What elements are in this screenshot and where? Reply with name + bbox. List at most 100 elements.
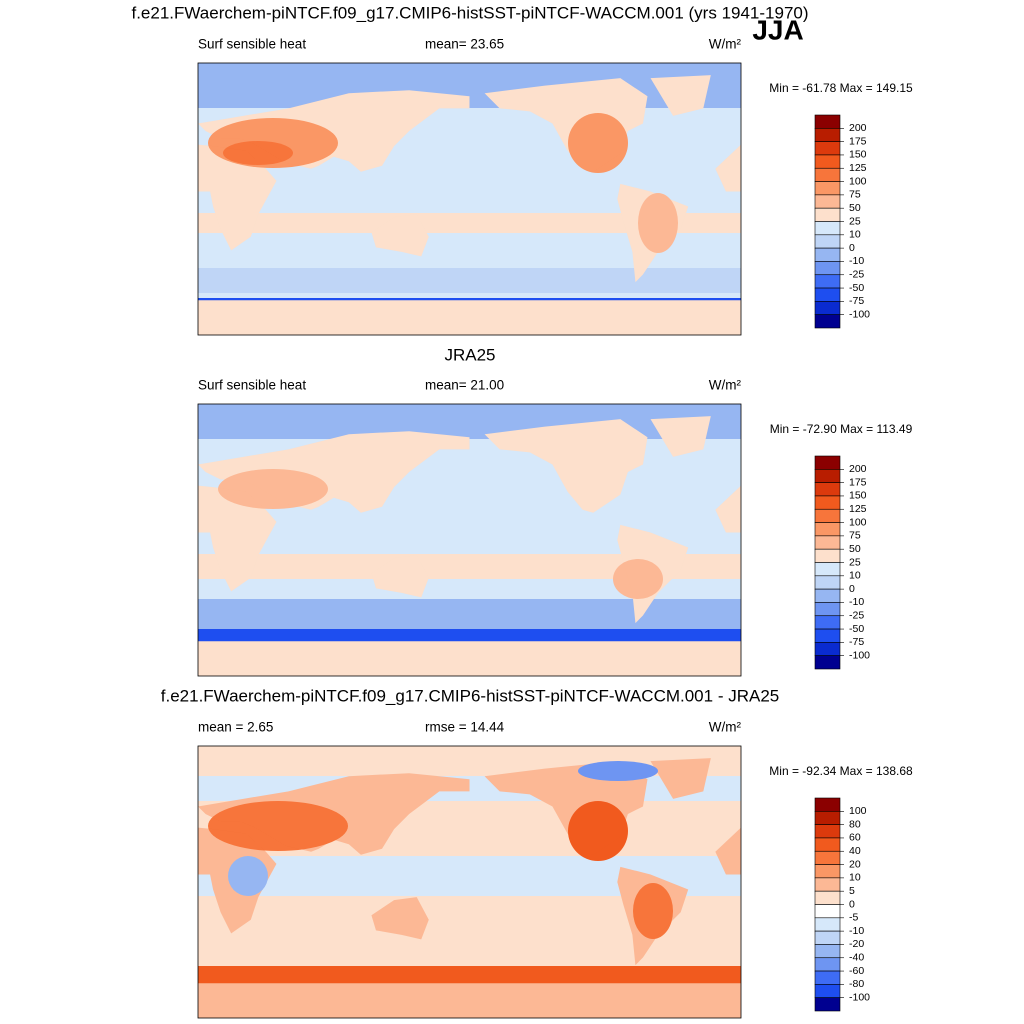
colorbar-label: -25: [849, 610, 864, 622]
colorbar-label: 5: [849, 885, 855, 897]
colorbar-label: -75: [849, 295, 864, 307]
colorbar-label: 75: [849, 189, 861, 201]
colorbar-label: -5: [849, 912, 858, 924]
colorbar-label: 100: [849, 175, 867, 187]
colorbar-label: -100: [849, 308, 870, 320]
colorbar-label: 100: [849, 516, 867, 528]
colorbar-label: 175: [849, 135, 867, 147]
colorbar-label: -75: [849, 636, 864, 648]
colorbar-label: -100: [849, 991, 870, 1003]
colorbar-label: -50: [849, 623, 864, 635]
colorbar-label: 150: [849, 149, 867, 161]
colorbar-box: [814, 247, 841, 262]
colorbar-box: [814, 890, 841, 905]
colorbar-label: 0: [849, 583, 855, 595]
panel-left-label: Surf sensible heat: [198, 37, 306, 52]
colorbar-box: [814, 930, 841, 945]
colorbar-box: [814, 944, 841, 959]
panel-title: f.e21.FWaerchem-piNTCF.f09_g17.CMIP6-his…: [161, 686, 779, 705]
colorbar-box: [814, 301, 841, 315]
colorbar-label: -60: [849, 965, 864, 977]
panel-left-label: mean = 2.65: [198, 720, 273, 735]
colorbar-label: 60: [849, 832, 861, 844]
colorbar-label: 25: [849, 215, 861, 227]
colorbar-box: [814, 522, 841, 537]
colorbar-label: 20: [849, 858, 861, 870]
colorbar-box: [814, 864, 841, 879]
colorbar-box: [814, 984, 841, 998]
colorbar-box: [814, 495, 841, 510]
colorbar-box: [814, 508, 841, 523]
colorbar-label: -40: [849, 952, 864, 964]
colorbar-box: [814, 455, 841, 470]
colorbar-label: 100: [849, 805, 867, 817]
panel-title: f.e21.FWaerchem-piNTCF.f09_g17.CMIP6-his…: [131, 3, 808, 22]
colorbar-label: 150: [849, 490, 867, 502]
colorbar-box: [814, 274, 841, 289]
colorbar-label: 50: [849, 202, 861, 214]
colorbar-box: [814, 904, 841, 919]
colorbar-box: [814, 602, 841, 617]
panel-center-label: mean= 23.65: [425, 37, 504, 52]
colorbar-box: [814, 314, 841, 329]
colorbar-box: [814, 850, 841, 865]
colorbar-box: [814, 141, 841, 156]
colorbar-label: 0: [849, 898, 855, 910]
colorbar-box: [814, 221, 841, 236]
colorbar-box: [814, 970, 841, 985]
colorbar-box: [814, 797, 841, 812]
units-label: W/m²: [709, 378, 742, 393]
colorbar-box: [814, 917, 841, 932]
colorbar-label: 0: [849, 242, 855, 254]
colorbar-label: 10: [849, 229, 861, 241]
units-label: W/m²: [709, 720, 742, 735]
map: [198, 63, 741, 335]
colorbar-label: -10: [849, 255, 864, 267]
colorbar-label: 25: [849, 556, 861, 568]
map: [198, 404, 741, 676]
colorbar-box: [814, 824, 841, 839]
colorbar-box: [814, 655, 841, 670]
colorbar-box: [814, 997, 841, 1012]
season-label: JJA: [752, 14, 803, 45]
colorbar-label: 200: [849, 463, 867, 475]
colorbar-label: 125: [849, 503, 867, 515]
panel-center-label: rmse = 14.44: [425, 720, 505, 735]
colorbar-label: 200: [849, 122, 867, 134]
colorbar-box: [814, 287, 841, 302]
colorbar-box: [814, 535, 841, 550]
panel-left-label: Surf sensible heat: [198, 378, 306, 393]
colorbar-label: -20: [849, 938, 864, 950]
colorbar-label: -10: [849, 925, 864, 937]
colorbar-box: [814, 548, 841, 563]
min-max-label: Min = -92.34 Max = 138.68: [769, 764, 913, 778]
colorbar-box: [814, 615, 841, 630]
colorbar-box: [814, 194, 841, 209]
colorbar-box: [814, 154, 841, 169]
colorbar-box: [814, 957, 841, 972]
colorbar-box: [814, 207, 841, 222]
map: [198, 746, 741, 1018]
colorbar-label: 10: [849, 570, 861, 582]
colorbar-label: 125: [849, 162, 867, 174]
colorbar-box: [814, 261, 841, 276]
colorbar-box: [814, 588, 841, 603]
colorbar-box: [814, 562, 841, 577]
colorbar-box: [814, 837, 841, 852]
colorbar-label: 75: [849, 530, 861, 542]
colorbar-box: [814, 167, 841, 182]
colorbar-box: [814, 114, 841, 129]
colorbar-label: -100: [849, 649, 870, 661]
colorbar-box: [814, 811, 841, 825]
colorbar-box: [814, 575, 841, 590]
colorbar-label: 175: [849, 476, 867, 488]
colorbar-label: -50: [849, 282, 864, 294]
panel-center-label: mean= 21.00: [425, 378, 504, 393]
colorbar-box: [814, 877, 841, 892]
colorbar-label: 50: [849, 543, 861, 555]
colorbar-label: -10: [849, 596, 864, 608]
colorbar-box: [814, 642, 841, 656]
colorbar-label: 80: [849, 818, 861, 830]
min-max-label: Min = -72.90 Max = 113.49: [770, 422, 913, 436]
